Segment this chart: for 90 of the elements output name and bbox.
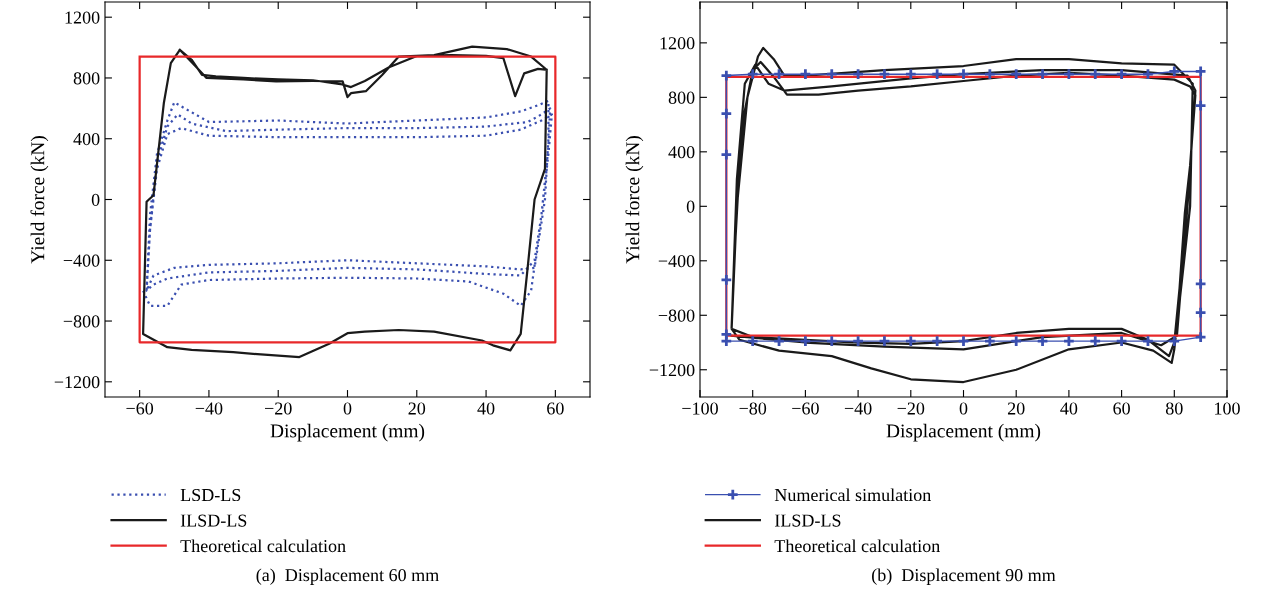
x-tick-label: 0 <box>343 402 352 415</box>
x-axis-title: Displacement (mm) <box>886 423 1041 442</box>
point <box>1168 334 1181 348</box>
x-tick-label: 100 <box>1215 402 1240 415</box>
point <box>746 334 759 348</box>
x-axis-title: Displacement (mm) <box>270 423 425 442</box>
x-tick-label: −40 <box>195 402 223 415</box>
point <box>983 334 997 348</box>
point <box>983 67 997 81</box>
point <box>1141 334 1155 348</box>
y-tick-label: −800 <box>63 315 100 328</box>
y-axis-title: Yield force (kN) <box>30 136 49 264</box>
point <box>1089 334 1102 348</box>
point <box>825 67 838 81</box>
point <box>746 67 759 81</box>
point <box>1194 99 1207 112</box>
point <box>1115 334 1128 348</box>
legend-label: Numerical simulation <box>774 488 931 502</box>
y-tick-label: −1200 <box>649 364 695 377</box>
text: (a) Displacement 60 mm <box>256 568 439 585</box>
x-tick-label: 60 <box>1113 402 1130 415</box>
point <box>1036 67 1049 81</box>
legend-label: Theoretical calculation <box>774 539 940 553</box>
y-tick-label: −800 <box>658 309 695 322</box>
point <box>904 334 918 348</box>
y-tick-label: 1200 <box>660 37 695 50</box>
point <box>720 148 733 161</box>
point <box>930 67 944 81</box>
point <box>1194 306 1207 319</box>
legend-label: LSD-LS <box>180 488 241 502</box>
y-tick-label: −400 <box>63 254 100 267</box>
text: (b) Displacement 90 mm <box>872 568 1056 585</box>
x-tick-label: −20 <box>265 402 292 415</box>
line-series <box>142 99 553 307</box>
x-tick-label: 20 <box>1007 402 1025 415</box>
x-tick-label: −60 <box>126 402 154 415</box>
point <box>772 334 786 348</box>
point <box>1089 67 1102 81</box>
point <box>851 67 865 81</box>
y-tick-label: −400 <box>658 255 695 268</box>
point <box>1141 67 1155 81</box>
x-tick-label: −40 <box>844 402 872 415</box>
point <box>1168 65 1181 78</box>
point <box>799 334 812 348</box>
x-tick-label: −20 <box>897 402 925 415</box>
y-tick-label: 0 <box>686 200 695 213</box>
x-tick-label: 80 <box>1165 402 1183 415</box>
y-tick-label: 800 <box>668 91 695 104</box>
y-tick-label: 400 <box>73 132 100 146</box>
point <box>720 107 733 120</box>
y-tick-label: 400 <box>668 146 695 159</box>
x-tick-label: −100 <box>682 402 718 415</box>
point <box>1009 67 1023 81</box>
point <box>1194 65 1207 78</box>
legend-label: ILSD-LS <box>180 514 247 527</box>
line-series <box>730 46 1197 384</box>
point <box>1194 277 1207 291</box>
point <box>904 67 918 81</box>
point <box>1036 334 1049 348</box>
point <box>1115 67 1128 81</box>
point <box>1009 334 1023 348</box>
x-tick-label: 0 <box>959 402 968 415</box>
point <box>957 67 970 81</box>
point <box>720 334 733 348</box>
x-tick-label: −60 <box>792 402 819 415</box>
y-tick-label: 1200 <box>65 11 100 24</box>
point <box>878 334 891 348</box>
legend-label: ILSD-LS <box>774 514 841 527</box>
point <box>772 67 786 81</box>
y-tick-label: 800 <box>73 72 100 85</box>
point <box>1062 67 1076 81</box>
point <box>957 334 970 348</box>
point <box>1062 334 1076 348</box>
x-tick-label: −80 <box>739 402 767 415</box>
x-tick-label: 40 <box>1060 402 1078 415</box>
point <box>825 334 838 348</box>
point <box>851 334 865 348</box>
y-tick-label: −1200 <box>54 376 100 389</box>
point <box>878 67 891 81</box>
y-axis-title: Yield force (kN) <box>625 136 644 264</box>
x-tick-label: 40 <box>477 402 495 415</box>
legend-label: Theoretical calculation <box>180 539 346 553</box>
point <box>720 273 733 287</box>
point <box>1194 330 1207 344</box>
x-tick-label: 20 <box>408 402 426 415</box>
point <box>720 69 733 82</box>
point <box>799 67 812 81</box>
y-tick-label: 0 <box>91 193 100 206</box>
x-tick-label: 60 <box>547 402 564 415</box>
point <box>930 334 944 348</box>
